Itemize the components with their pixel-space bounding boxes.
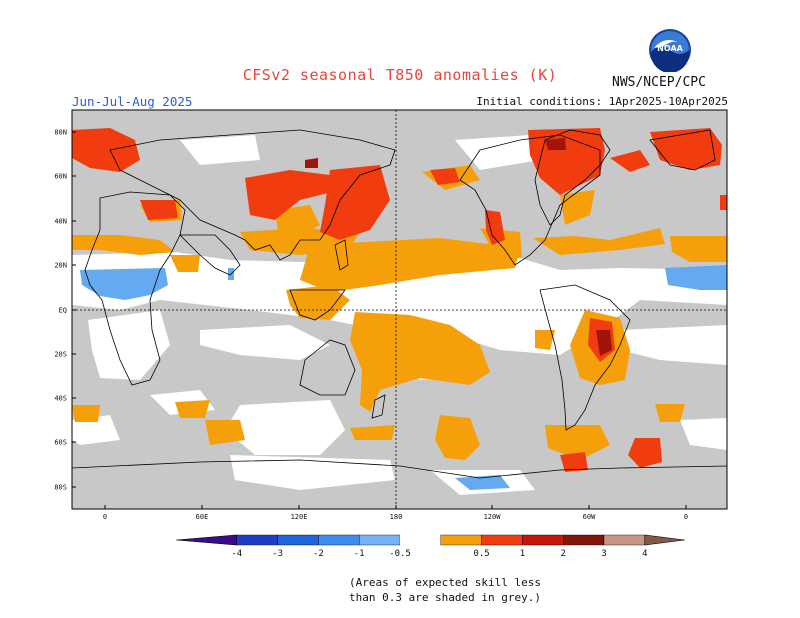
organization-label: NWS/NCEP/CPC <box>612 75 706 90</box>
lon-label: 120W <box>484 513 502 521</box>
colorbar-label: -4 <box>231 549 242 559</box>
colorbar-swatch <box>440 534 482 546</box>
colorbar-label: 3 <box>601 549 606 559</box>
lat-label: 80S <box>54 484 67 492</box>
longitude-axis: 0 60E 120E 180 120W 60W 0 <box>103 505 688 521</box>
colorbar-label: 2 <box>560 549 565 559</box>
colorbar-swatch <box>400 535 441 545</box>
graticule <box>72 110 727 509</box>
lat-label: 20N <box>54 262 67 270</box>
colorbar-swatch <box>522 534 564 546</box>
negative-anomaly-lightblue <box>80 265 727 490</box>
chart-title: CFSv2 seasonal T850 anomalies (K) <box>242 66 558 84</box>
colorbar-label: -0.5 <box>389 549 411 559</box>
colorbar-swatch <box>277 534 319 546</box>
lat-label: 40N <box>54 218 67 226</box>
skill-note-line-1: (Areas of expected skill less <box>348 576 542 589</box>
colorbar-label: 0.5 <box>473 549 489 559</box>
colorbar-end-low <box>175 534 238 546</box>
colorbar-label: -1 <box>354 549 365 559</box>
colorbar-swatch <box>236 534 278 546</box>
initial-conditions-label: Initial conditions: 1Apr2025-10Apr2025 <box>476 95 728 108</box>
lon-label: 0 <box>103 513 107 521</box>
lon-label: 60E <box>196 513 209 521</box>
colorbar-end-high <box>644 534 685 546</box>
lon-label: 60W <box>583 513 596 521</box>
positive-anomaly-darkred <box>305 138 612 356</box>
colorbar-label: 4 <box>642 549 647 559</box>
lat-label: 40S <box>54 395 67 403</box>
lon-label: 120E <box>291 513 308 521</box>
colorbar-swatch <box>359 534 401 546</box>
lat-label: 20S <box>54 351 67 359</box>
lon-label: 180 <box>390 513 403 521</box>
skill-note: (Areas of expected skill less than 0.3 a… <box>330 575 560 605</box>
white-skill-regions <box>72 135 727 495</box>
colorbar-swatch <box>318 534 360 546</box>
noaa-logo: NOAA <box>649 29 691 72</box>
lat-label: 60N <box>54 173 67 181</box>
lon-label: 0 <box>684 513 688 521</box>
lat-label: EQ <box>59 307 67 315</box>
lat-label: 80N <box>54 129 67 137</box>
colorbar-label: -2 <box>313 549 324 559</box>
season-label: Jun-Jul-Aug 2025 <box>72 94 193 109</box>
colorbar-label: -3 <box>272 549 283 559</box>
colorbar-swatch <box>563 534 605 546</box>
latitude-axis: 80N 60N 40N 20N EQ 20S 40S 60S 80S <box>54 129 76 492</box>
colorbar-swatch <box>481 534 523 546</box>
colorbar-swatch <box>603 534 645 546</box>
positive-anomaly-orange <box>72 165 727 460</box>
skill-note-line-2: than 0.3 are shaded in grey.) <box>348 591 542 604</box>
coastlines <box>72 129 727 479</box>
colorbar-label: 1 <box>520 549 525 559</box>
noaa-logo-text: NOAA <box>657 44 683 53</box>
lat-label: 60S <box>54 439 67 447</box>
map-field <box>72 110 727 509</box>
